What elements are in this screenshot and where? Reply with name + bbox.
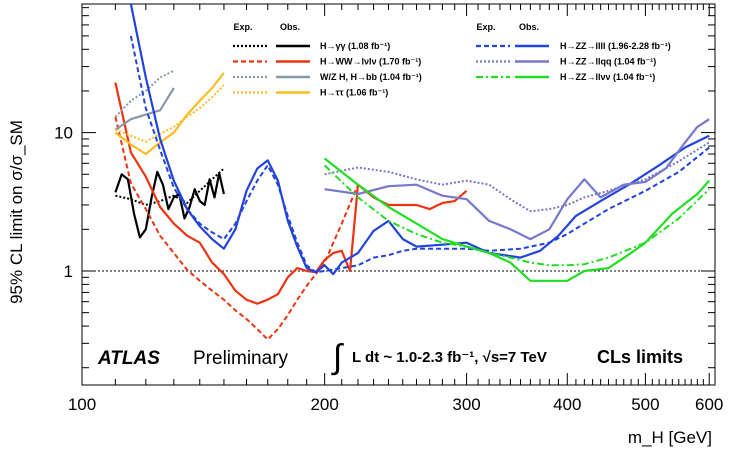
luminosity-label: L dt ~ 1.0-2.3 fb⁻¹, √s=7 TeV [352, 349, 547, 366]
y-tick-labels: 1 10 [54, 124, 73, 281]
legend-label: W/Z H, H→bb (1.04 fb⁻¹) [320, 72, 422, 82]
legend-label: H→ZZ→llll (1.96-2.28 fb⁻¹) [560, 41, 671, 51]
bb-exp-curve [114, 69, 175, 118]
legend-exp-header: Exp. [233, 22, 252, 32]
preliminary-label: Preliminary [193, 348, 289, 369]
zzllvv-exp-curve [323, 164, 710, 267]
ww-obs-curve [114, 82, 468, 305]
legend-obs-header: Obs. [519, 22, 539, 32]
y-axis-label: 95% CL limit on σ/σ_SM [7, 120, 26, 304]
y-tick-label: 10 [54, 124, 73, 143]
legend-label: H→WW→lνlν (1.70 fb⁻¹) [320, 57, 421, 67]
x-tick-label: 300 [452, 395, 480, 414]
x-axis-label: m_H [GeV] [628, 428, 712, 447]
y-tick-label: 1 [64, 262, 73, 281]
x-tick-label: 500 [631, 395, 659, 414]
legend-label: H→γγ (1.08 fb⁻¹) [320, 41, 390, 51]
legend: Exp. Obs. H→γγ (1.08 fb⁻¹) H→WW→lνlν (1.70 … [233, 22, 671, 98]
plot-frame [81, 3, 716, 386]
x-tick-label: 600 [695, 395, 723, 414]
x-tick-label: 400 [553, 395, 581, 414]
atlas-label: ATLAS [97, 348, 160, 369]
integral-sign: ∫ [331, 338, 344, 376]
tt-exp-curve [115, 84, 225, 143]
legend-label: H→ττ (1.06 fb⁻¹) [320, 88, 388, 98]
zzllvv-obs-curve [323, 157, 711, 282]
x-tick-labels: 100 200 300 400 500 600 [68, 395, 724, 414]
zzllqq-obs-curve [324, 118, 710, 241]
legend-label: H→ZZ→llνν (1.04 fb⁻¹) [560, 72, 655, 82]
zz4l-exp-curve [129, 35, 710, 274]
x-tick-label: 200 [310, 395, 338, 414]
gg-obs-curve [114, 170, 225, 239]
tt-obs-curve [114, 72, 225, 156]
axis-ticks [81, 4, 715, 385]
limit-curves [114, 4, 711, 341]
legend-label: H→ZZ→llqq (1.04 fb⁻¹) [560, 57, 656, 67]
ww-exp-curve [114, 116, 359, 341]
legend-obs-header: Obs. [280, 22, 300, 32]
method-label: CLs limits [597, 347, 683, 367]
zz4l-obs-curve [129, 4, 710, 276]
x-tick-label: 100 [68, 395, 96, 414]
legend-exp-header: Exp. [476, 22, 495, 32]
bb-obs-curve [114, 87, 175, 131]
